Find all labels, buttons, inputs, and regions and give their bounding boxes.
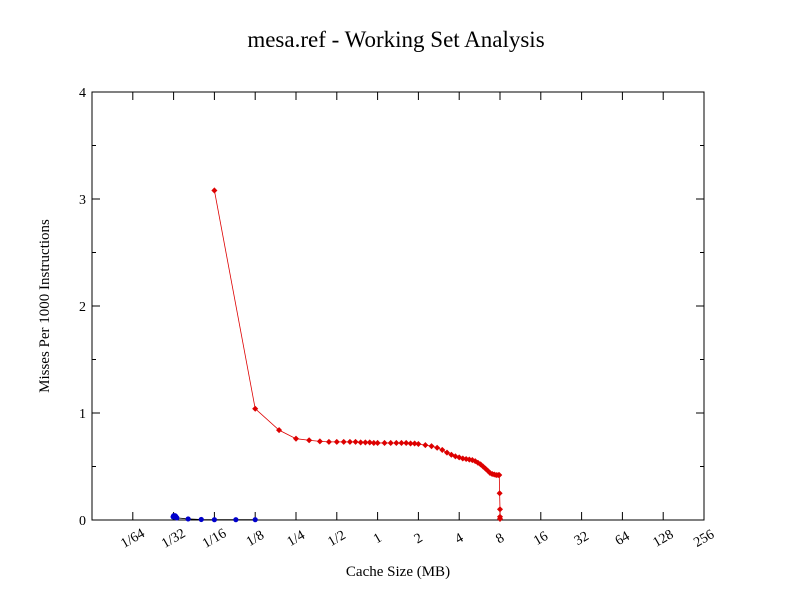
x-tick-label: 1/2: [326, 528, 349, 550]
y-axis-label: Misses Per 1000 Instructions: [37, 219, 53, 393]
y-tick-label: 3: [79, 193, 86, 208]
data-point: [374, 439, 381, 446]
data-point: [393, 439, 400, 446]
data-point: [252, 517, 258, 523]
data-point: [325, 438, 332, 445]
data-point: [434, 444, 441, 451]
data-point: [233, 517, 239, 523]
x-tick-label: 1/16: [200, 526, 229, 551]
y-tick-label: 4: [79, 86, 86, 101]
x-tick-label: 1/4: [285, 528, 308, 550]
data-point: [362, 439, 369, 446]
data-point: [398, 439, 405, 446]
y-axis-ticks: 0 1 2 3 4: [79, 86, 704, 529]
data-point: [411, 440, 418, 447]
data-point: [407, 440, 414, 447]
x-tick-label: 64: [613, 529, 633, 549]
data-point: [276, 427, 283, 434]
x-tick-label: 16: [531, 529, 551, 549]
data-point: [459, 455, 466, 462]
x-tick-label: 4: [453, 531, 467, 547]
data-point: [292, 435, 300, 442]
data-point: [496, 490, 503, 497]
data-point: [452, 453, 459, 460]
x-tick-label: 32: [572, 529, 592, 549]
data-point: [174, 515, 180, 521]
y-tick-label: 2: [79, 300, 86, 315]
data-point: [316, 438, 323, 445]
data-point: [439, 446, 446, 453]
x-tick-label: 1: [371, 531, 385, 547]
y-tick-label: 1: [79, 407, 86, 422]
data-point: [496, 506, 504, 513]
data-point: [252, 405, 259, 412]
data-point: [357, 439, 364, 446]
x-tick-label: 128: [651, 527, 677, 550]
x-tick-label: 256: [691, 527, 717, 550]
x-tick-label: 1/32: [159, 526, 188, 551]
data-point: [346, 438, 353, 445]
data-point: [496, 515, 504, 522]
data-point: [422, 442, 429, 449]
data-point: [333, 438, 340, 445]
data-point: [428, 443, 435, 450]
data-point: [448, 451, 455, 458]
data-point: [415, 441, 422, 448]
data-point: [340, 438, 347, 445]
chart-title: mesa.ref - Working Set Analysis: [247, 27, 545, 52]
data-point: [456, 454, 463, 461]
x-tick-label: 2: [412, 531, 426, 547]
data-point: [381, 439, 388, 446]
data-point: [211, 517, 217, 523]
plot-area-frame: [91, 91, 705, 521]
data-point: [443, 449, 451, 456]
series-line: [214, 190, 501, 519]
data-point: [352, 438, 359, 445]
x-axis-ticks: 1/64 1/32 1/16 1/8 1/4 1/2 1 2 4 8 16 32 64 128 256: [119, 92, 717, 552]
data-point: [496, 472, 503, 479]
data-point: [387, 439, 394, 446]
data-point: [185, 516, 191, 522]
x-axis-label: Cache Size (MB): [346, 564, 450, 580]
data-point: [469, 457, 476, 464]
x-tick-label: 8: [493, 531, 507, 547]
x-tick-label: 1/8: [244, 528, 267, 550]
data-point: [306, 437, 313, 444]
data-point: [211, 187, 218, 194]
data-point: [366, 439, 373, 446]
x-tick-label: 1/64: [119, 526, 148, 551]
data-point: [403, 439, 410, 446]
data-point: [198, 516, 204, 523]
series-layer: [170, 187, 504, 523]
y-tick-label: 0: [79, 514, 86, 529]
